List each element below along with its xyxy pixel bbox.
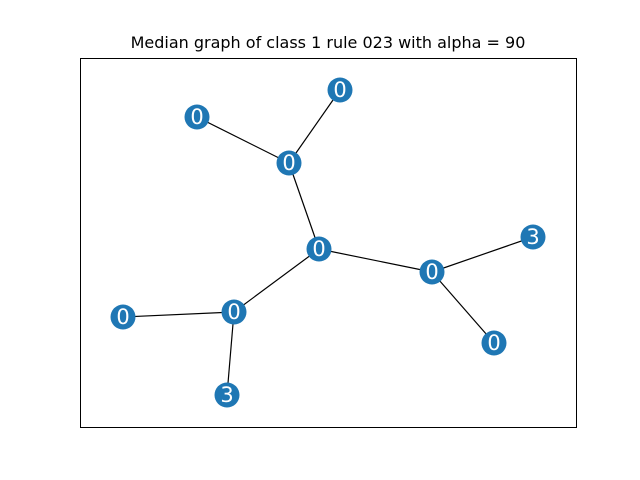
graph-node: 0 (184, 104, 210, 130)
graph-edge (196, 116, 290, 164)
plot-frame (80, 58, 577, 428)
node-circle (184, 104, 210, 130)
graph-edge (288, 162, 320, 250)
node-circle (327, 77, 353, 103)
graph-node: 0 (481, 330, 507, 356)
graph-node: 0 (110, 304, 136, 330)
graph-edges (122, 89, 534, 396)
graph-edge (233, 248, 320, 313)
node-label: 0 (190, 105, 203, 129)
node-label: 3 (526, 225, 539, 249)
graph-edge (318, 248, 433, 273)
graph-node: 3 (520, 224, 546, 250)
node-label: 0 (333, 78, 346, 102)
graph-node: 0 (276, 150, 302, 176)
node-label: 0 (312, 237, 325, 261)
node-label: 0 (227, 300, 240, 324)
graph-nodes: 0 0 0 0 0 3 0 0 0 3 (110, 77, 546, 408)
node-circle (419, 259, 445, 285)
node-label: 0 (282, 151, 295, 175)
node-circle (481, 330, 507, 356)
graph-node: 0 (221, 299, 247, 325)
graph-edge (226, 311, 235, 396)
node-circle (520, 224, 546, 250)
node-label: 0 (487, 331, 500, 355)
node-circle (214, 382, 240, 408)
node-label: 0 (116, 305, 129, 329)
graph-edge (431, 271, 495, 344)
graph-edge (122, 311, 235, 318)
graph-edge (431, 236, 534, 273)
node-circle (276, 150, 302, 176)
node-circle (306, 236, 332, 262)
node-label: 0 (425, 260, 438, 284)
graph-edge (288, 89, 341, 164)
graph-node: 0 (327, 77, 353, 103)
node-label: 3 (220, 383, 233, 407)
node-circle (110, 304, 136, 330)
graph-node: 0 (306, 236, 332, 262)
graph-node: 0 (419, 259, 445, 285)
node-circle (221, 299, 247, 325)
graph-node: 3 (214, 382, 240, 408)
figure-title: Median graph of class 1 rule 023 with al… (130, 33, 526, 52)
